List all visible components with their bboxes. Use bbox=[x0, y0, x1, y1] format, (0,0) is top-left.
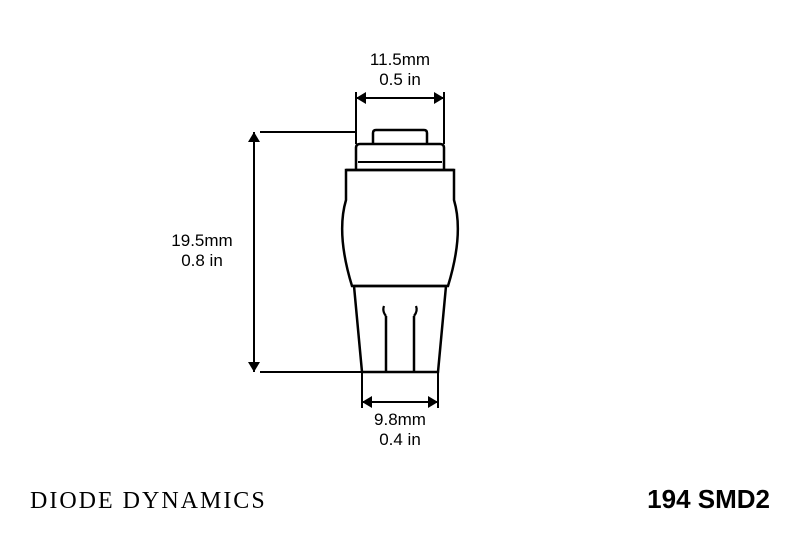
bottom-dimension-label: 9.8mm 0.4 in bbox=[360, 410, 440, 451]
brand-text: DIODE DYNAMICS bbox=[30, 488, 267, 515]
height-dim-mm: 19.5mm bbox=[171, 231, 232, 250]
height-dimension-label: 19.5mm 0.8 in bbox=[162, 231, 242, 272]
top-dimension-label: 11.5mm 0.5 in bbox=[360, 50, 440, 91]
height-dim-in: 0.8 in bbox=[181, 251, 223, 270]
top-dim-in: 0.5 in bbox=[379, 70, 421, 89]
model-text: 194 SMD2 bbox=[647, 484, 770, 515]
top-dim-mm: 11.5mm bbox=[370, 50, 430, 69]
bottom-dim-mm: 9.8mm bbox=[374, 410, 426, 429]
bottom-dim-in: 0.4 in bbox=[379, 430, 421, 449]
